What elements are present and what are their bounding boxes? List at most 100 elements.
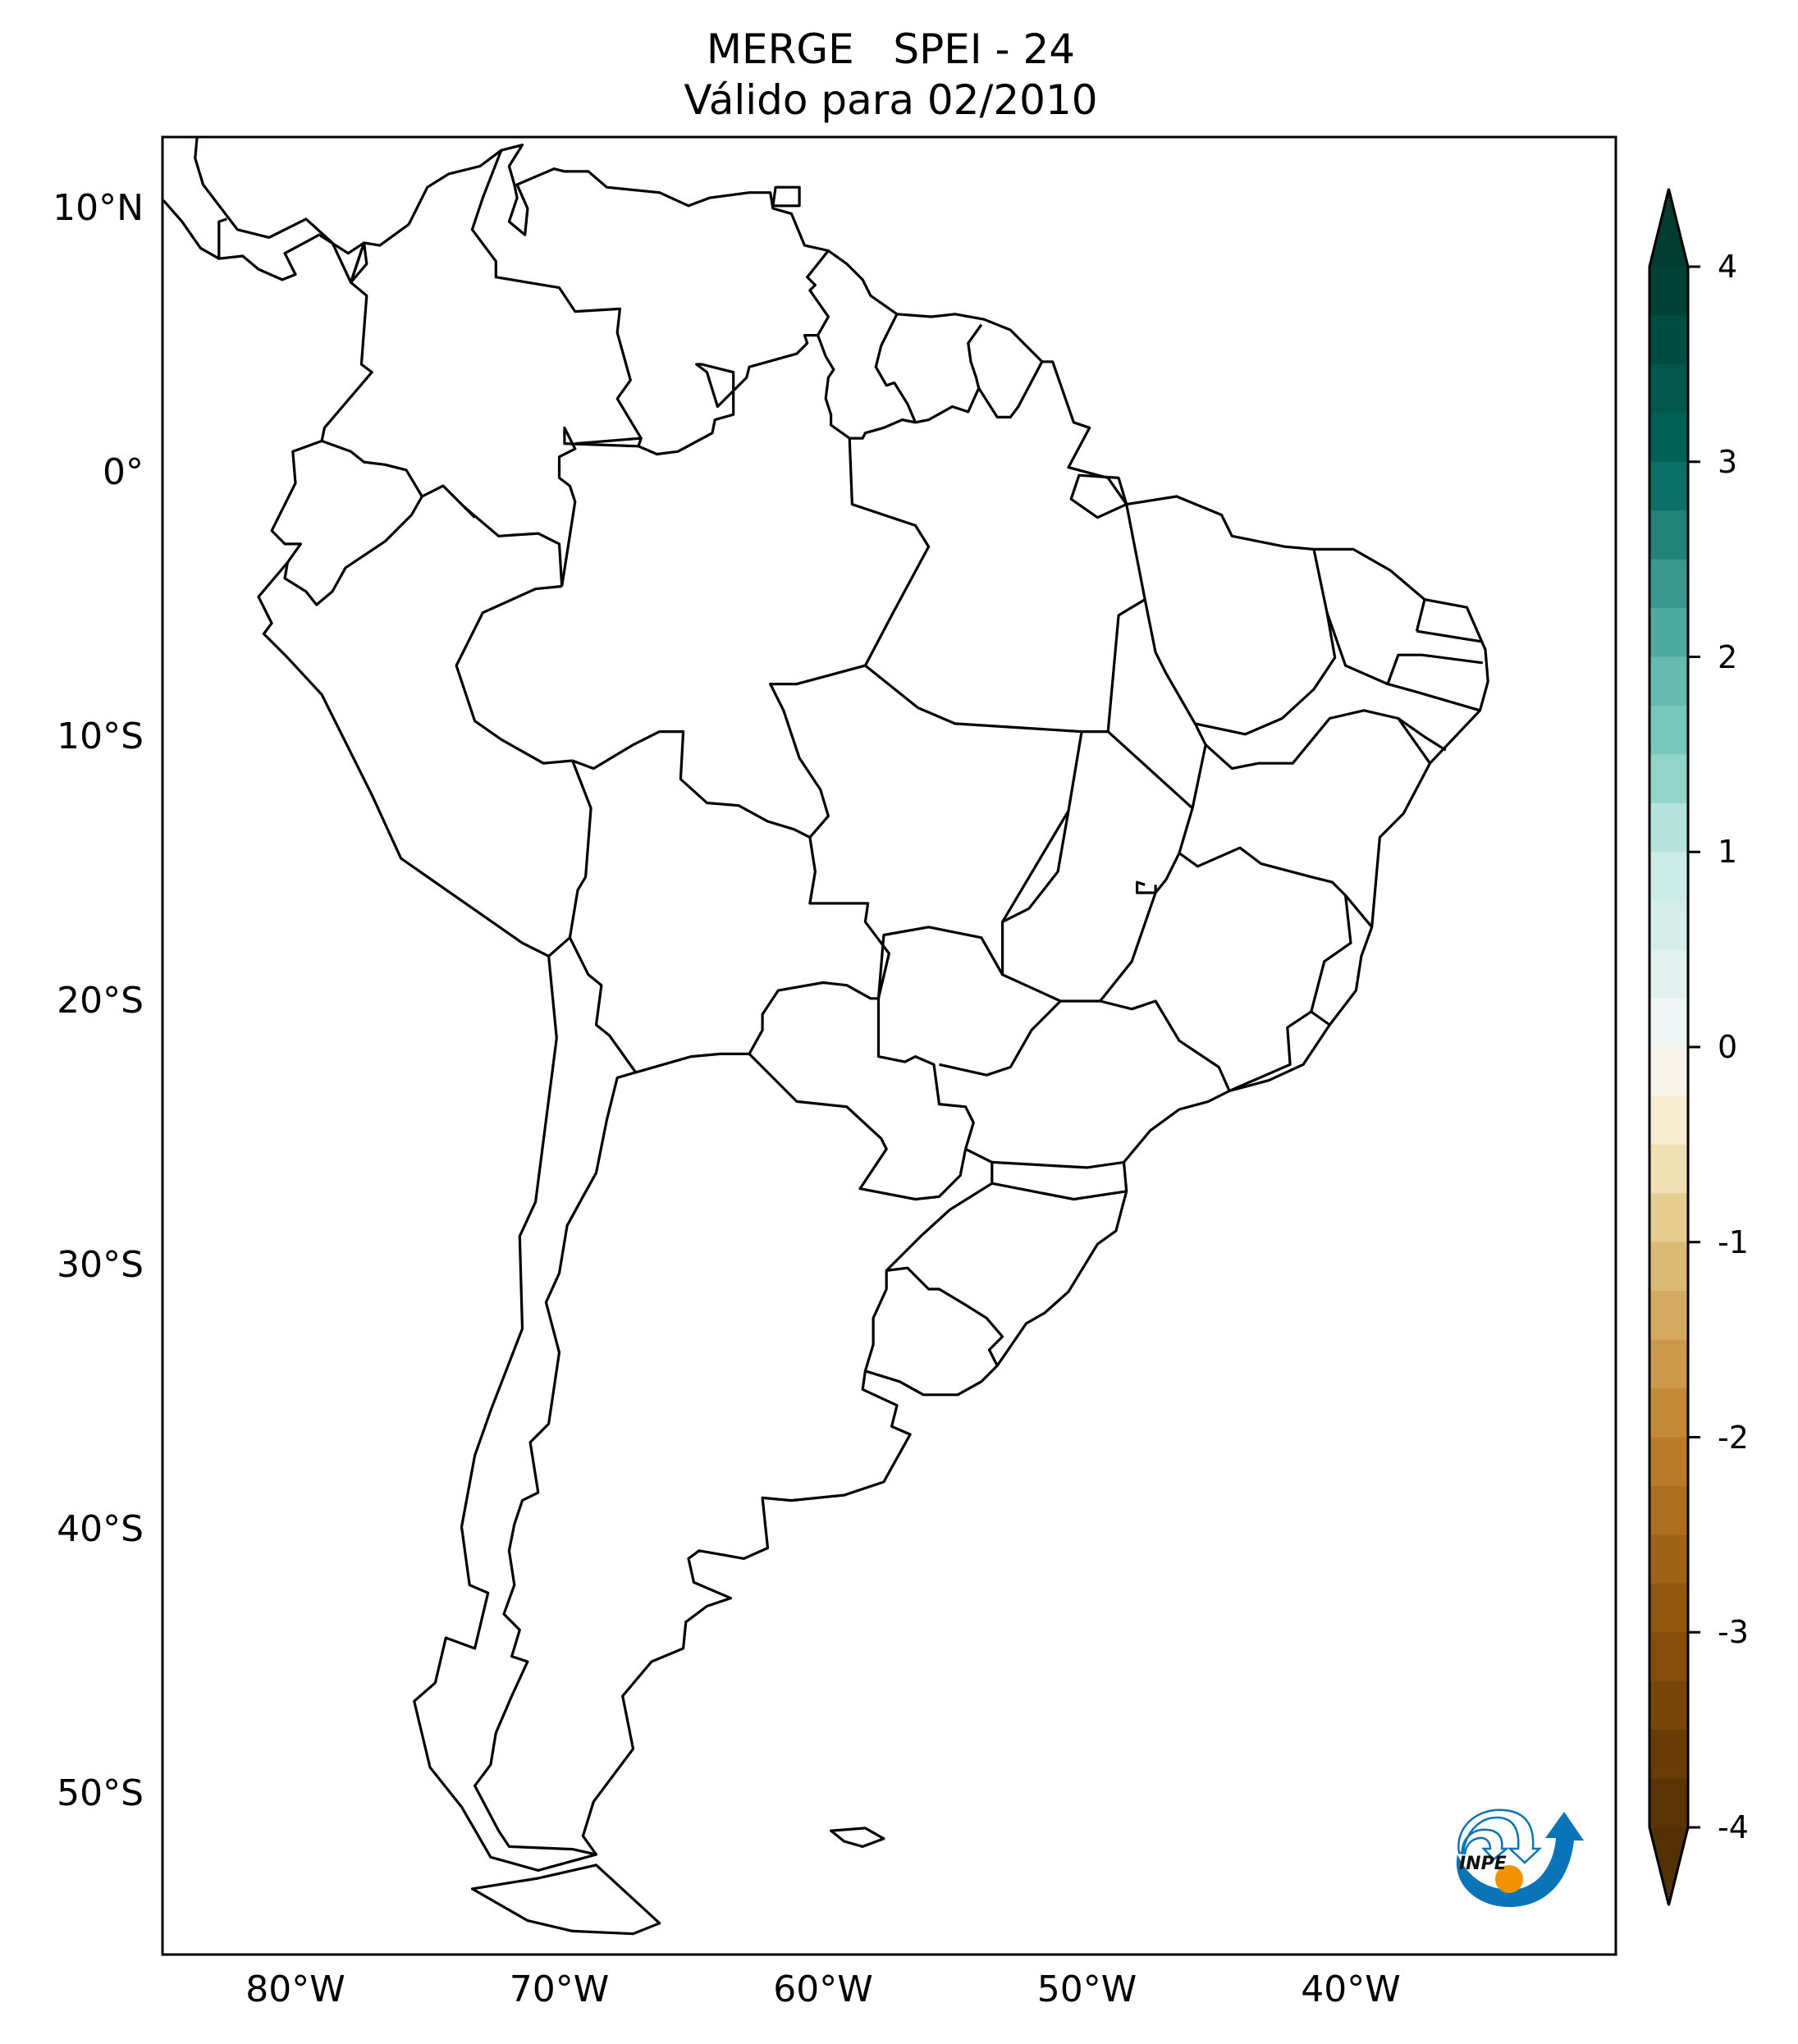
colorbar-segment xyxy=(1649,1778,1688,1828)
colorbar-segment xyxy=(1649,1095,1688,1145)
colorbar-segment xyxy=(1649,754,1688,804)
country-border xyxy=(1001,731,1083,975)
colorbar-segment xyxy=(1649,656,1688,706)
colorbar-segment xyxy=(1649,1632,1688,1682)
latitude-tick-label: 0° xyxy=(103,451,144,493)
country-border xyxy=(991,1182,1127,1201)
country-border xyxy=(876,998,975,1150)
colorbar-segment xyxy=(1649,1485,1688,1535)
island-coastline xyxy=(830,1827,885,1848)
longitude-tick-label: 70°W xyxy=(509,1969,610,2010)
country-border xyxy=(1397,717,1447,752)
inner-orbit xyxy=(1461,1828,1510,1861)
country-border xyxy=(748,1053,968,1201)
latitude-tick-label: 10°N xyxy=(53,187,144,229)
country-border xyxy=(574,437,642,446)
colorbar-segment xyxy=(1649,510,1688,560)
country-border xyxy=(1205,709,1431,771)
colorbar-extend-max xyxy=(1649,189,1688,267)
arrow-swoosh xyxy=(1456,1812,1584,1908)
country-border xyxy=(1416,629,1484,643)
latitude-tick-label: 20°S xyxy=(57,980,144,1022)
country-border xyxy=(470,149,643,587)
latitude-tick-label: 50°S xyxy=(57,1772,144,1814)
colorbar-segment xyxy=(1649,1241,1688,1292)
colorbar-segment xyxy=(1649,315,1688,365)
map-title: MERGE SPEI - 24 xyxy=(706,25,1076,73)
country-border xyxy=(886,1266,1004,1367)
country-border xyxy=(991,1160,1124,1169)
country-border xyxy=(1143,599,1207,809)
country-border xyxy=(350,242,368,284)
colorbar-segment xyxy=(1649,1388,1688,1438)
colorbar-segment xyxy=(1649,608,1688,658)
central-america-coastline xyxy=(162,137,366,284)
country-border xyxy=(1082,504,1146,734)
country-border xyxy=(1310,895,1352,1027)
country-border xyxy=(1386,653,1484,685)
sun-circle xyxy=(1495,1865,1523,1893)
country-border xyxy=(455,584,573,765)
country-border xyxy=(635,981,879,1074)
colorbar-segment xyxy=(1649,1583,1688,1633)
colorbar-segment xyxy=(1649,1047,1688,1097)
ocean-background xyxy=(162,137,1616,1955)
latitude-tick-label: 40°S xyxy=(57,1508,144,1550)
country-border xyxy=(421,484,564,587)
colorbar-segment xyxy=(1649,1144,1688,1194)
colorbar-segment xyxy=(1649,803,1688,853)
colorbar-segment xyxy=(1649,949,1688,999)
island-coastline xyxy=(1069,473,1128,519)
colorbar-tick-label: 3 xyxy=(1718,443,1738,480)
country-border xyxy=(977,361,1044,418)
country-border xyxy=(769,664,1082,839)
colorbar-segment xyxy=(1649,1291,1688,1341)
colorbar-segment xyxy=(1649,705,1688,755)
country-borders xyxy=(162,137,1489,1936)
country-border xyxy=(547,760,592,958)
colorbar-segment xyxy=(1649,900,1688,950)
colorbar-segment xyxy=(1649,364,1688,414)
colorbar-segment xyxy=(1649,1534,1688,1584)
country-border xyxy=(1099,892,1157,1002)
longitude-tick-label: 40°W xyxy=(1301,1969,1401,2010)
colorbar-tick-label: -1 xyxy=(1718,1223,1749,1260)
colorbar-tick-label: -2 xyxy=(1718,1419,1749,1456)
country-border xyxy=(638,249,830,456)
colorbar-segment xyxy=(1649,1193,1688,1243)
country-border xyxy=(1228,1010,1312,1092)
country-border xyxy=(1415,599,1426,632)
country-border xyxy=(848,438,931,666)
island-coastline xyxy=(771,185,801,208)
colorbar-segment xyxy=(1649,559,1688,609)
colorbar-segment xyxy=(1649,461,1688,511)
colorbar-segment xyxy=(1649,1437,1688,1487)
latitude-tick-label: 30°S xyxy=(57,1244,144,1286)
latitude-tick-label: 10°S xyxy=(57,716,144,757)
country-border xyxy=(283,439,423,606)
colorbar-tick-label: -3 xyxy=(1718,1614,1749,1651)
colorbar-tick-label: -4 xyxy=(1718,1809,1749,1845)
colorbar-tick-label: 2 xyxy=(1718,638,1738,675)
longitude-tick-label: 50°W xyxy=(1036,1969,1137,2010)
country-border xyxy=(1001,810,1070,923)
longitude-tick-label: 60°W xyxy=(773,1969,873,2010)
orbit-arrow xyxy=(1457,1809,1543,1864)
colorbar xyxy=(1648,188,1700,1906)
colorbar-segment xyxy=(1649,413,1688,463)
colorbar-segment xyxy=(1649,267,1688,317)
colorbar-tick-label: 1 xyxy=(1718,834,1738,871)
map-frame xyxy=(161,135,1617,1956)
colorbar-segment xyxy=(1649,1730,1688,1780)
colorbar-tick-label: 0 xyxy=(1718,1029,1738,1065)
country-border xyxy=(876,926,1061,1003)
map-subtitle: Válido para 02/2010 xyxy=(684,76,1098,124)
country-border xyxy=(817,313,917,440)
country-border xyxy=(572,730,890,999)
colorbar-tick-label: 4 xyxy=(1718,249,1738,285)
country-border xyxy=(1178,846,1373,928)
country-border xyxy=(474,936,638,1856)
logo-text: INPE xyxy=(1459,1854,1507,1874)
colorbar-segment xyxy=(1649,1339,1688,1389)
